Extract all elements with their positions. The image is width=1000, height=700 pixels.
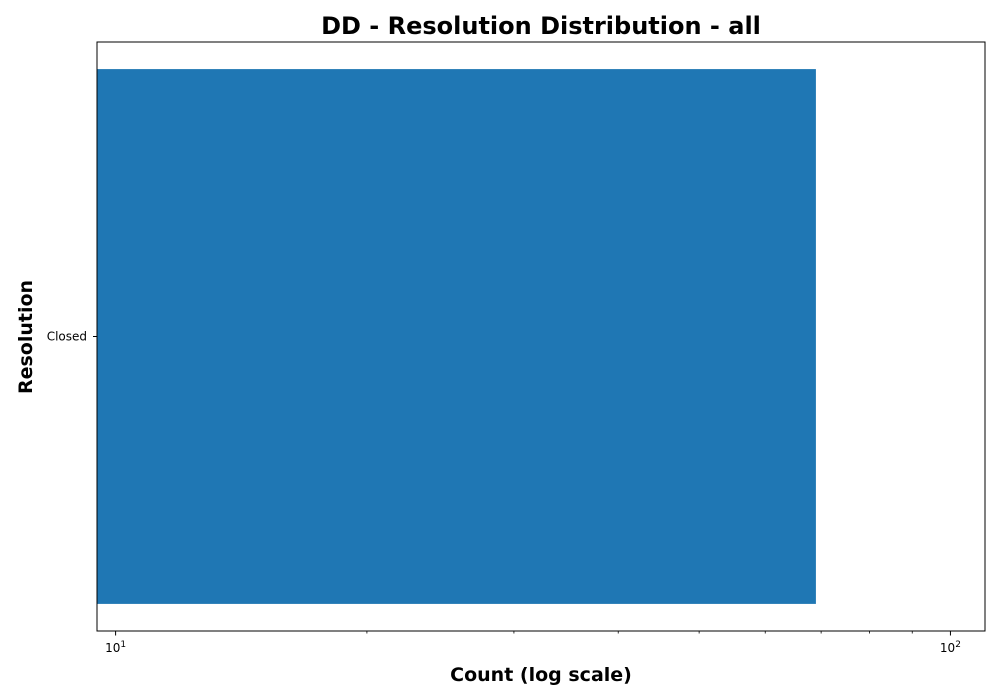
bar-closed	[97, 69, 816, 604]
y-axis-label: Resolution	[15, 280, 37, 394]
y-tick-label: Closed	[47, 330, 87, 344]
x-tick-label: 102	[940, 640, 961, 655]
x-axis-label: Count (log scale)	[450, 664, 632, 686]
chart-title: DD - Resolution Distribution - all	[321, 12, 761, 40]
x-tick-label: 101	[105, 640, 126, 655]
plot-area: Closed 101 102	[47, 41, 986, 655]
axes-frame	[96, 41, 986, 632]
